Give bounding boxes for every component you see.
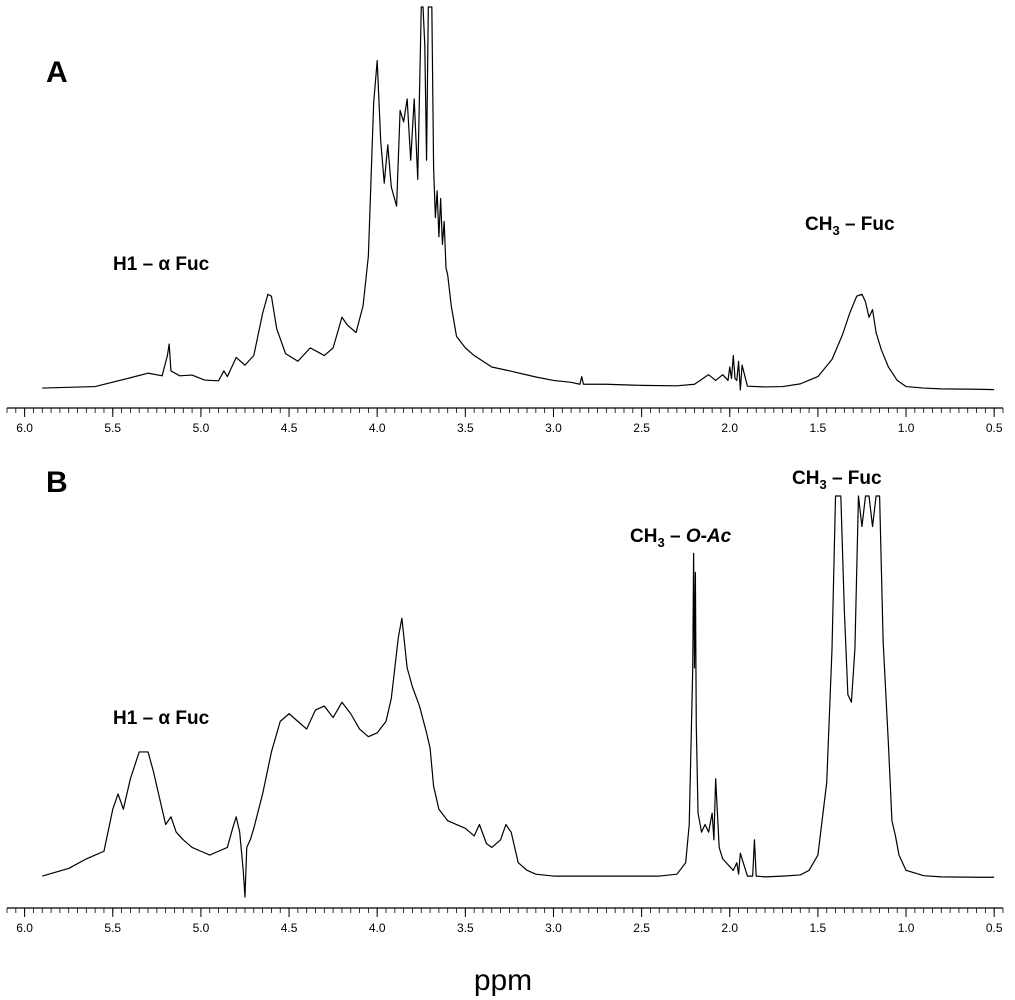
- tick-label: 1.0: [898, 921, 915, 935]
- annotation-text: CH: [805, 214, 832, 235]
- tick-label: 4.0: [369, 921, 386, 935]
- annotation-text-after: – Fuc: [840, 214, 895, 235]
- tick-label: 2.0: [721, 421, 738, 435]
- annotation-text: H1 – α Fuc: [113, 708, 210, 729]
- peak-annotation: CH3 – O-Ac: [630, 526, 732, 550]
- annotation-subscript: 3: [657, 535, 664, 550]
- tick-label: 2.0: [721, 921, 738, 935]
- spectrum-panel-b: 6.0 5.5 5.0 4.5 4.0 3.5 3.0 2.5 2.0 1.5 1.0 0.5 H1 –…: [6, 468, 1004, 935]
- tick-label: 6.0: [16, 921, 33, 935]
- tick-label: 4.5: [281, 921, 298, 935]
- tick-label: 3.5: [457, 421, 474, 435]
- x-axis-label: ppm: [474, 964, 532, 997]
- tick-label: 4.0: [369, 421, 386, 435]
- tick-label: 0.5: [986, 921, 1003, 935]
- spectrum-panel-a: 6.0 5.5 5.0 4.5 4.0 3.5 3.0 2.5 2.0 1.5 1.0 0.5 H1 –…: [6, 6, 1004, 435]
- annotation-text: CH: [630, 526, 657, 547]
- minor-ticks: [6, 908, 1004, 913]
- peak-annotation: H1 – α Fuc: [113, 708, 210, 729]
- annotation-text: CH: [792, 468, 819, 489]
- tick-label: 1.5: [810, 921, 827, 935]
- annotation-italic: O-Ac: [686, 526, 732, 547]
- peak-annotation: CH3 – Fuc: [792, 468, 882, 492]
- tick-label: 5.0: [193, 921, 210, 935]
- tick-label: 2.5: [633, 421, 650, 435]
- minor-ticks: [6, 408, 1004, 413]
- tick-label: 3.0: [545, 921, 562, 935]
- tick-label: 4.5: [281, 421, 298, 435]
- tick-label: 0.5: [986, 421, 1003, 435]
- tick-label: 1.5: [810, 421, 827, 435]
- tick-label: 3.5: [457, 921, 474, 935]
- tick-label: 3.0: [545, 421, 562, 435]
- annotation-text: H1 – α Fuc: [113, 254, 210, 275]
- annotation-subscript: 3: [819, 477, 826, 492]
- tick-label: 6.0: [16, 421, 33, 435]
- panel-a-label: A: [46, 56, 68, 89]
- spectrum-trace: [42, 495, 995, 898]
- annotation-text-after: – Fuc: [827, 468, 882, 489]
- spectrum-trace: [42, 6, 995, 391]
- tick-label: 5.5: [104, 421, 121, 435]
- tick-label: 2.5: [633, 921, 650, 935]
- peak-annotation: CH3 – Fuc: [805, 214, 895, 238]
- tick-label: 1.0: [898, 421, 915, 435]
- tick-label: 5.0: [193, 421, 210, 435]
- peak-annotation: H1 – α Fuc: [113, 254, 210, 275]
- annotation-text-after: –: [665, 526, 686, 547]
- annotation-subscript: 3: [832, 223, 839, 238]
- panel-b-label: B: [46, 466, 68, 499]
- tick-label: 5.5: [104, 921, 121, 935]
